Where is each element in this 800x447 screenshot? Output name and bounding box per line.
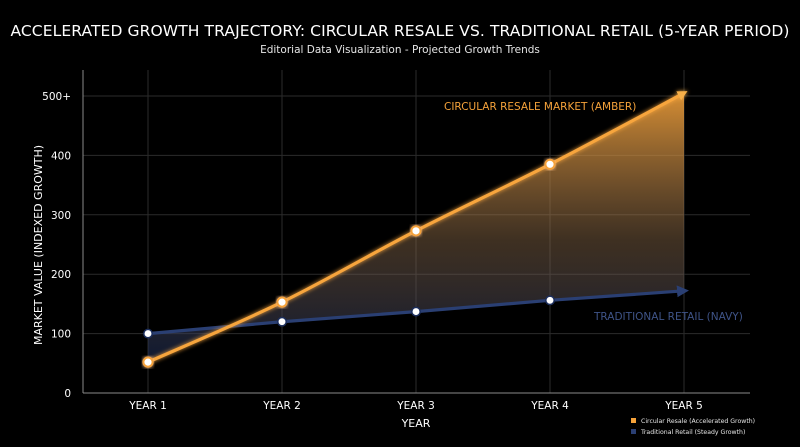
point-circular-3 (410, 225, 422, 237)
y-tick-label: 200 (51, 269, 71, 281)
x-tick-label: YEAR 4 (530, 400, 569, 412)
series-label-traditional: TRADITIONAL RETAIL (NAVY) (593, 311, 743, 323)
point-circular-1 (142, 356, 154, 368)
legend-label-traditional: Traditional Retail (Steady Growth) (640, 429, 745, 436)
chart-subtitle: Editorial Data Visualization - Projected… (260, 44, 540, 56)
legend-label-circular: Circular Resale (Accelerated Growth) (641, 418, 755, 425)
x-tick-label: YEAR 1 (128, 400, 167, 412)
area-between-series (148, 93, 684, 363)
axes: 0 100 200 300 400 500+ YEAR 1 YEAR 2 YEAR 3 YEAR … (42, 70, 750, 412)
chart-title: ACCELERATED GROWTH TRAJECTORY: CIRCULAR … (10, 22, 790, 40)
point-circular-4 (544, 158, 556, 170)
data-points (142, 158, 556, 368)
y-tick-label: 400 (51, 150, 71, 162)
point-traditional-2 (277, 316, 287, 327)
y-tick-label: 500+ (42, 91, 71, 103)
point-traditional-3 (411, 306, 421, 317)
legend: Circular Resale (Accelerated Growth) Tra… (631, 418, 755, 436)
point-traditional-1 (143, 328, 153, 339)
y-tick-label: 0 (64, 388, 71, 400)
x-axis-label: YEAR (401, 417, 431, 430)
x-tick-label: YEAR 5 (664, 400, 703, 412)
point-circular-2 (276, 296, 288, 308)
legend-swatch-circular (631, 418, 636, 423)
y-tick-label: 300 (51, 210, 71, 222)
legend-swatch-traditional (631, 429, 636, 434)
x-tick-label: YEAR 2 (262, 400, 301, 412)
series-label-circular: CIRCULAR RESALE MARKET (AMBER) (444, 101, 636, 113)
point-traditional-4 (545, 295, 555, 306)
y-tick-label: 100 (51, 329, 71, 341)
area-fill (148, 93, 684, 363)
y-axis-label: MARKET VALUE (INDEXED GROWTH) (32, 145, 45, 345)
x-tick-label: YEAR 3 (396, 400, 435, 412)
